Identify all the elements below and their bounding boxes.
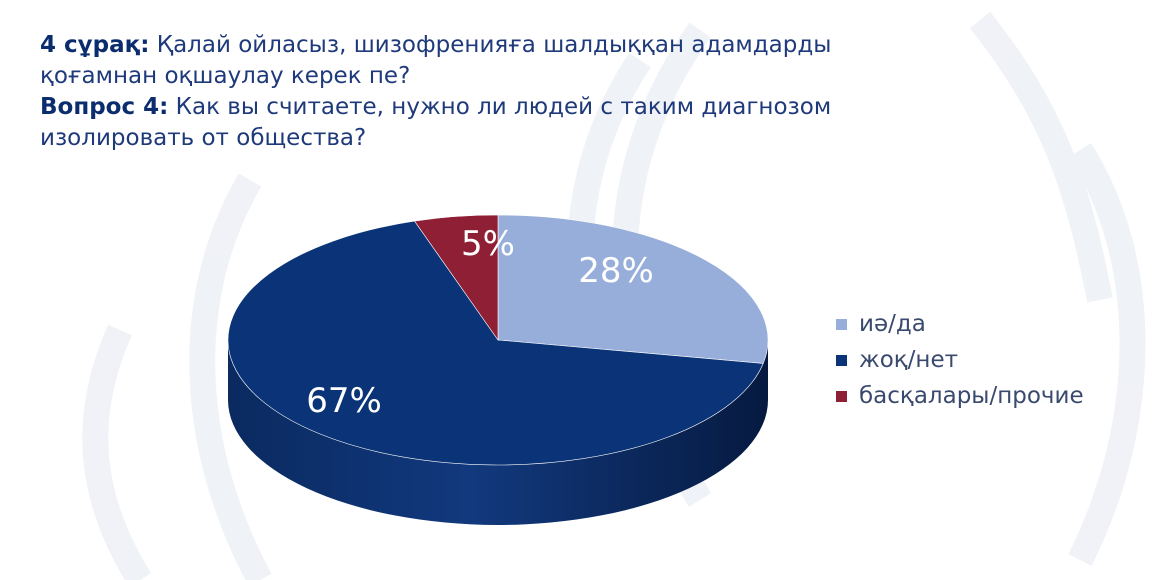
question-title: 4 сұрақ: Қалай ойласыз, шизофренияға шал… <box>40 30 1040 154</box>
legend-item: жоқ/нет <box>836 342 1084 378</box>
question-kz-line-1: 4 сұрақ: Қалай ойласыз, шизофренияға шал… <box>40 30 1040 61</box>
legend-label: иә/да <box>859 311 926 337</box>
pie-data-label: 67% <box>306 381 382 421</box>
pie-data-label: 5% <box>461 224 515 264</box>
pie-slice <box>227 220 764 466</box>
question-ru-prefix: Вопрос 4: <box>40 94 169 120</box>
legend-label: жоқ/нет <box>859 347 959 373</box>
legend-swatch <box>836 354 847 366</box>
legend-swatch <box>836 318 847 330</box>
legend-swatch <box>836 390 847 402</box>
chart-legend: иә/да жоқ/нет басқалары/прочие <box>836 306 1084 414</box>
pie-slice <box>497 214 769 364</box>
question-ru-line-2: изолировать от общества? <box>40 125 367 151</box>
question-kz-text: Қалай ойласыз, шизофренияға шалдыққан ад… <box>156 32 832 58</box>
question-ru-text: Как вы считаете, нужно ли людей с таким … <box>175 94 832 120</box>
question-ru-line-1: Вопрос 4: Как вы считаете, нужно ли люде… <box>40 92 1040 123</box>
legend-item: иә/да <box>836 306 1084 342</box>
pie-side-wall <box>228 340 768 525</box>
legend-label: басқалары/прочие <box>859 383 1084 409</box>
question-kz-prefix: 4 сұрақ: <box>40 32 150 58</box>
legend-item: басқалары/прочие <box>836 378 1084 414</box>
pie-data-label: 28% <box>578 251 654 291</box>
pie-slice <box>414 214 499 341</box>
question-kz-line-2: қоғамнан оқшаулау керек пе? <box>40 63 411 89</box>
